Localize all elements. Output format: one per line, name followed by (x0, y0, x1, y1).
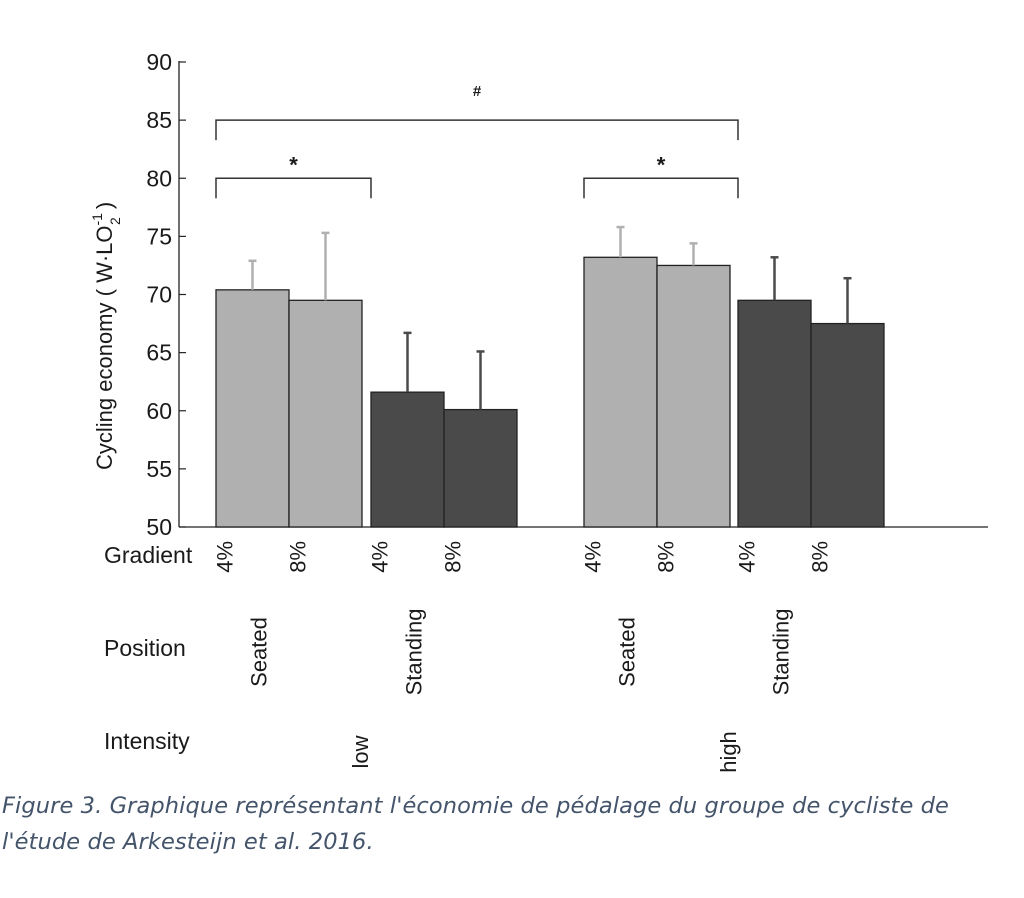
hash-annotation: # (473, 83, 482, 100)
bar (656, 264, 731, 528)
y-tick-label: 75 (146, 223, 172, 249)
position-tick-label: Standing (769, 609, 794, 696)
y-tick-label: 80 (146, 165, 172, 191)
position-row-label: Position (104, 635, 186, 661)
position-tick-label: Seated (247, 617, 272, 687)
significance-bracket (215, 177, 372, 199)
y-tick-label: 50 (146, 514, 172, 540)
gradient-row-label: Gradient (104, 542, 193, 568)
y-tick-label: 55 (146, 456, 172, 482)
bar (215, 289, 290, 528)
bar-chart: 50 55 60 65 70 75 80 85 90 Cycling economy ( W·LO… (89, 49, 988, 773)
position-tick-label: Standing (402, 609, 427, 696)
asterisk-annotation: * (289, 152, 298, 177)
significance-bracket (215, 119, 739, 141)
significance-bracket (583, 177, 739, 199)
bar (443, 408, 518, 528)
intensity-row-label: Intensity (104, 728, 190, 754)
bar (370, 391, 445, 528)
gradient-tick-label: 8% (654, 541, 679, 573)
y-tick-label: 90 (146, 49, 172, 75)
gradient-tick-label: 8% (808, 541, 833, 573)
y-tick-label: 85 (146, 107, 172, 133)
intensity-tick-label: high (716, 731, 741, 773)
gradient-tick-label: 4% (581, 541, 606, 573)
bar (583, 256, 658, 528)
y-tick-label: 65 (146, 340, 172, 366)
gradient-tick-label: 4% (735, 541, 760, 573)
y-tick-label: 70 (146, 282, 172, 308)
asterisk-annotation: * (657, 152, 666, 177)
figure-caption: Figure 3. Graphique représentant l'écono… (2, 793, 949, 855)
intensity-tick-label: low (348, 735, 373, 768)
y-axis-title: Cycling economy ( W·LO-1 2 ) (89, 202, 123, 470)
bar (810, 322, 885, 528)
position-tick-label: Seated (615, 617, 640, 687)
gradient-tick-label: 8% (441, 541, 466, 573)
gradient-tick-label: 4% (368, 541, 393, 573)
bar (737, 299, 812, 528)
bar (288, 299, 363, 528)
y-tick-label: 60 (146, 398, 172, 424)
gradient-tick-label: 4% (213, 541, 238, 573)
gradient-tick-label: 8% (286, 541, 311, 573)
